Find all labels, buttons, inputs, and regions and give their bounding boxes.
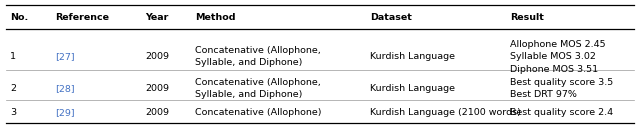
Text: Kurdish Language (2100 words): Kurdish Language (2100 words) [370,108,521,117]
Text: 2009: 2009 [145,108,169,117]
Text: Allophone MOS 2.45
Syllable MOS 3.02
Diphone MOS 3.51: Allophone MOS 2.45 Syllable MOS 3.02 Dip… [510,39,605,74]
Text: 2: 2 [10,84,16,93]
Text: Kurdish Language: Kurdish Language [370,84,455,93]
Text: 2009: 2009 [145,84,169,93]
Text: No.: No. [10,13,29,22]
Text: 1: 1 [10,52,16,61]
Text: Reference: Reference [55,13,109,22]
Text: [29]: [29] [55,108,75,117]
Text: Method: Method [195,13,236,22]
Text: Result: Result [510,13,544,22]
Text: Year: Year [145,13,169,22]
Text: [27]: [27] [55,52,75,61]
Text: 3: 3 [10,108,17,117]
Text: [28]: [28] [55,84,75,93]
Text: Concatenative (Allophone,
Syllable, and Diphone): Concatenative (Allophone, Syllable, and … [195,77,321,99]
Text: 2009: 2009 [145,52,169,61]
Text: Best quality score 2.4: Best quality score 2.4 [510,108,613,117]
Text: Dataset: Dataset [370,13,412,22]
Text: Concatenative (Allophone): Concatenative (Allophone) [195,108,322,117]
Text: Concatenative (Allophone,
Syllable, and Diphone): Concatenative (Allophone, Syllable, and … [195,46,321,67]
Text: Kurdish Language: Kurdish Language [370,52,455,61]
Text: Best quality score 3.5
Best DRT 97%: Best quality score 3.5 Best DRT 97% [510,77,613,99]
